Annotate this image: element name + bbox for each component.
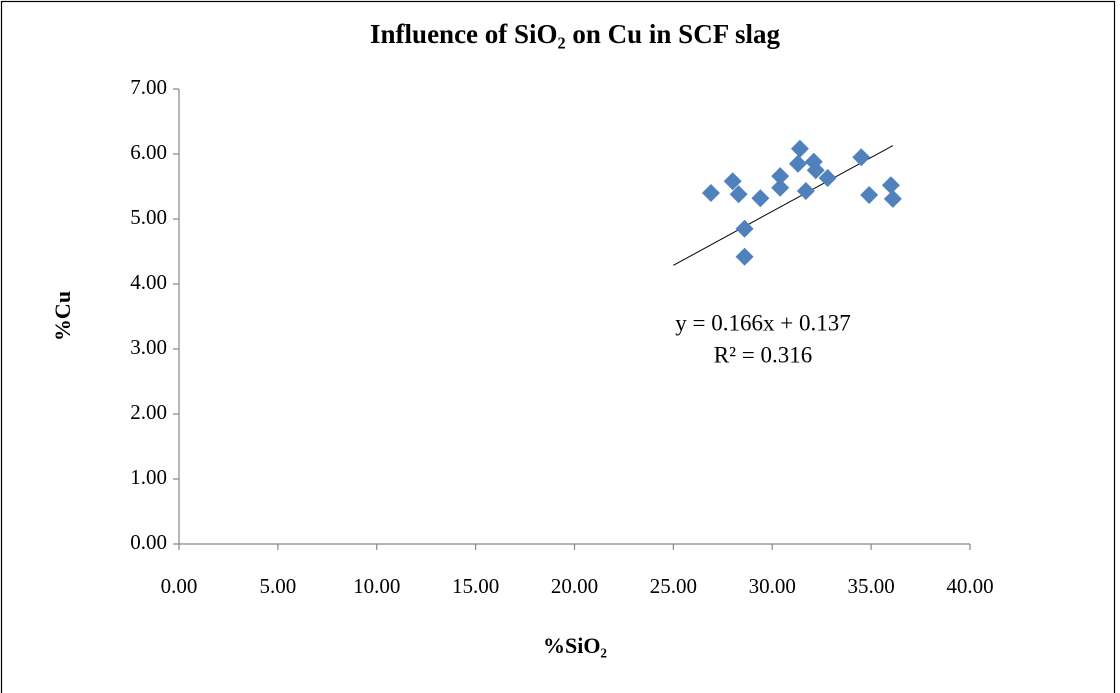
x-tick-label: 10.00	[353, 574, 400, 598]
y-tick-label: 2.00	[130, 400, 167, 424]
data-point	[818, 169, 837, 188]
data-point	[729, 185, 748, 204]
data-point	[883, 189, 902, 208]
x-tick-label: 20.00	[551, 574, 598, 598]
data-point	[852, 148, 871, 167]
x-axis-label: %SiO₂	[543, 633, 607, 658]
x-tick-label: 25.00	[650, 574, 697, 598]
y-tick-label: 1.00	[130, 465, 167, 489]
y-tick-label: 7.00	[130, 75, 167, 99]
data-point	[860, 185, 879, 204]
y-tick-label: 4.00	[130, 270, 167, 294]
chart-title: Influence of SiO₂ on Cu in SCF slag	[370, 19, 780, 49]
data-point	[751, 189, 770, 208]
x-tick-label: 30.00	[749, 574, 796, 598]
y-tick-label: 3.00	[130, 335, 167, 359]
data-point	[771, 178, 790, 197]
data-point	[796, 182, 815, 201]
y-axis-label: %Cu	[50, 291, 75, 341]
x-tick-label: 15.00	[452, 574, 499, 598]
data-point	[771, 167, 790, 186]
x-tick-label: 0.00	[161, 574, 198, 598]
x-tick-label: 40.00	[946, 574, 993, 598]
data-point	[723, 172, 742, 191]
trendline	[673, 145, 894, 266]
x-tick-label: 5.00	[260, 574, 297, 598]
y-tick-label: 5.00	[130, 205, 167, 229]
data-point	[788, 154, 807, 173]
x-tick-label: 35.00	[848, 574, 895, 598]
data-point	[790, 139, 809, 158]
data-point	[881, 176, 900, 195]
y-tick-label: 6.00	[130, 140, 167, 164]
data-point	[735, 219, 754, 238]
trendline-r-squared: R² = 0.316	[714, 342, 812, 367]
trendline-equation: y = 0.166x + 0.137	[675, 310, 850, 335]
y-tick-label: 0.00	[130, 530, 167, 554]
data-point	[806, 161, 825, 180]
data-point	[701, 184, 720, 202]
data-point	[735, 247, 754, 266]
